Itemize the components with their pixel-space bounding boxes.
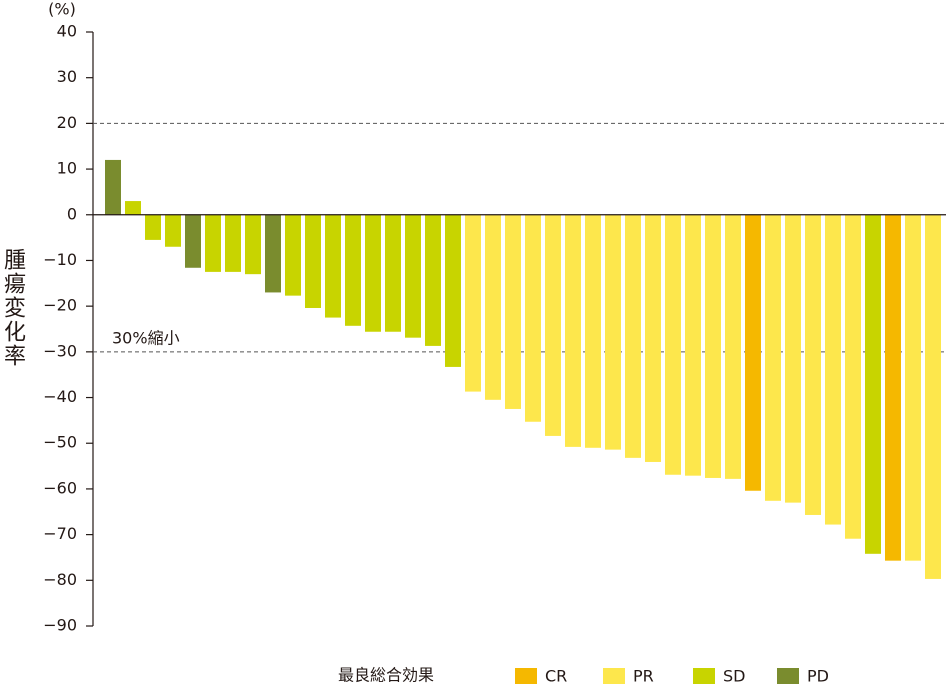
bar (385, 214, 401, 332)
y-tick-label: 30 (57, 67, 77, 86)
bar (625, 214, 641, 458)
bar (425, 214, 441, 346)
y-tick-label: −60 (43, 478, 77, 497)
legend-swatch (603, 668, 625, 684)
bar (565, 214, 581, 447)
bar (885, 214, 901, 561)
bar (905, 214, 921, 561)
bar (325, 214, 341, 318)
y-tick-label: −50 (43, 433, 77, 452)
y-unit: (%) (48, 0, 76, 19)
bar (465, 214, 481, 392)
y-tick-label: −40 (43, 387, 77, 406)
y-tick-label: −30 (43, 341, 77, 360)
legend-label: PR (633, 667, 654, 686)
bar (245, 214, 261, 275)
bar (405, 214, 421, 338)
y-tick-label: −10 (43, 250, 77, 269)
bar (725, 214, 741, 479)
legend-label: SD (723, 667, 745, 686)
bar (145, 214, 161, 240)
bar (605, 214, 621, 450)
bar (785, 214, 801, 503)
bar (285, 214, 301, 296)
bar (705, 214, 721, 478)
bar (805, 214, 821, 515)
annotation: 30%縮小 (112, 328, 180, 347)
legend-swatch (693, 668, 715, 684)
bar (125, 201, 141, 215)
bar (845, 214, 861, 539)
legend-swatch (777, 668, 799, 684)
bar (205, 214, 221, 272)
bar (345, 214, 361, 326)
y-tick-label: −80 (43, 570, 77, 589)
bar (505, 214, 521, 409)
bar (825, 214, 841, 525)
y-tick-label: −90 (43, 616, 77, 635)
bar (765, 214, 781, 501)
bar (165, 214, 181, 247)
bar (445, 214, 461, 367)
bar (265, 214, 281, 293)
bar (745, 214, 761, 491)
legend-label: CR (545, 667, 567, 686)
bar (225, 214, 241, 272)
y-tick-label: 40 (57, 22, 77, 41)
y-tick-label: −70 (43, 524, 77, 543)
legend-label: PD (807, 667, 829, 686)
bar (865, 214, 881, 554)
y-tick-label: 0 (67, 204, 77, 223)
y-tick-label: 10 (57, 159, 77, 178)
legend-title: 最良総合効果 (338, 666, 434, 685)
bar (525, 214, 541, 422)
bar (185, 214, 201, 268)
bar (925, 214, 941, 579)
bar (645, 214, 661, 462)
bar (665, 214, 681, 475)
bar (305, 214, 321, 308)
bar (365, 214, 381, 332)
bar (105, 159, 121, 215)
bar (585, 214, 601, 448)
bar (485, 214, 501, 400)
legend-swatch (515, 668, 537, 684)
bar (545, 214, 561, 436)
bar (685, 214, 701, 476)
y-tick-label: 20 (57, 113, 77, 132)
y-axis-label: 腫瘍変化率 (0, 248, 26, 368)
y-tick-label: −20 (43, 296, 77, 315)
